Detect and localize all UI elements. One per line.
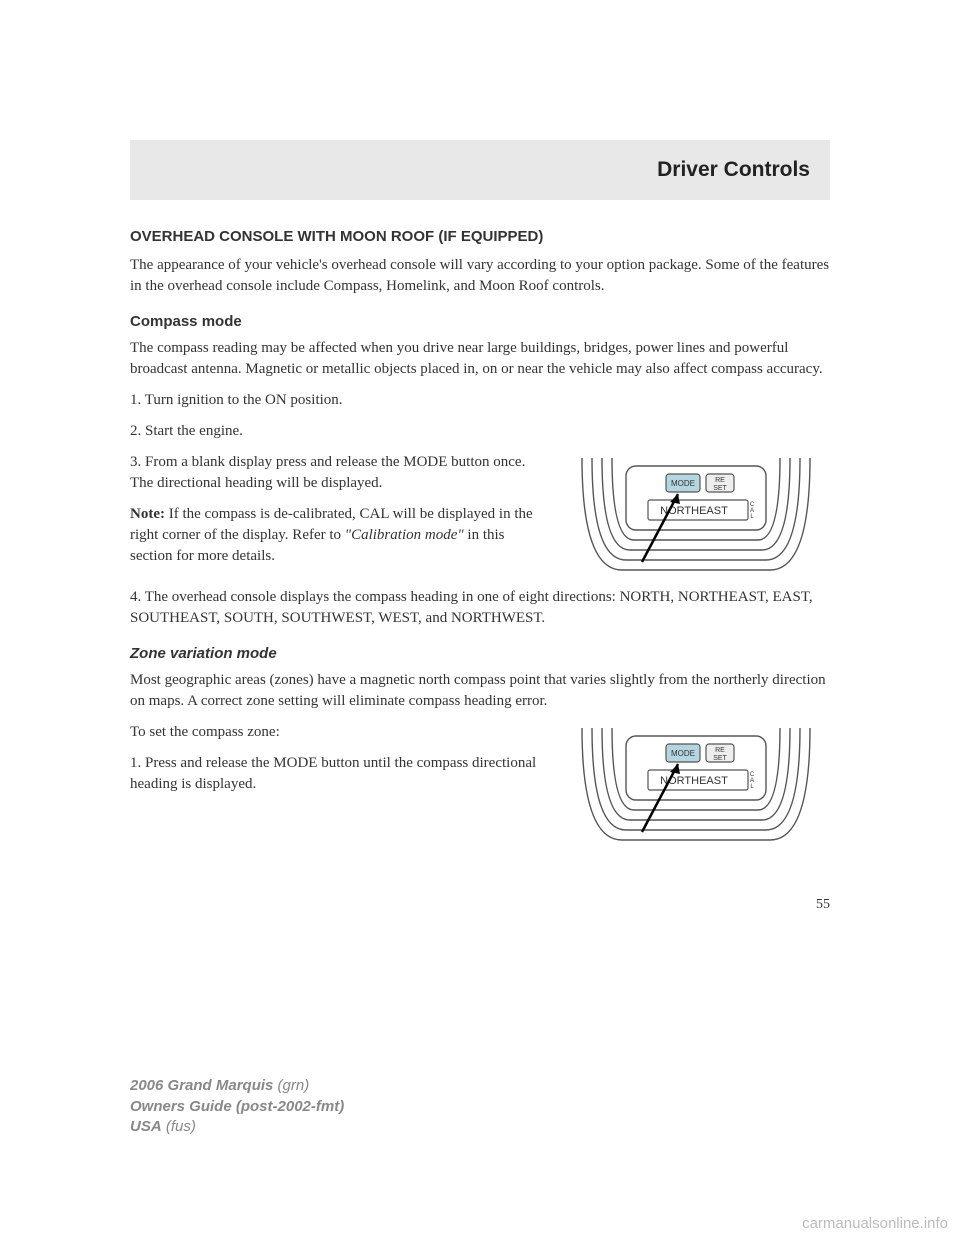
console-diagram-icon: MODE RE SET NORTHEAST C A L bbox=[562, 452, 830, 582]
footer: 2006 Grand Marquis (grn) Owners Guide (p… bbox=[130, 1076, 344, 1137]
footer-line2: Owners Guide (post-2002-fmt) bbox=[130, 1097, 344, 1117]
footer-model: 2006 Grand Marquis bbox=[130, 1077, 273, 1094]
compass-step1: 1. Turn ignition to the ON position. bbox=[130, 390, 830, 411]
svg-text:L: L bbox=[750, 784, 754, 790]
compass-step2: 2. Start the engine. bbox=[130, 421, 830, 442]
zone-step1: 1. Press and release the MODE button unt… bbox=[130, 753, 542, 795]
compass-step3: 3. From a blank display press and releas… bbox=[130, 452, 542, 494]
compass-p1: The compass reading may be affected when… bbox=[130, 338, 830, 380]
svg-text:MODE: MODE bbox=[671, 749, 695, 758]
section-intro: The appearance of your vehicle's overhea… bbox=[130, 255, 830, 297]
svg-text:L: L bbox=[750, 514, 754, 520]
header-bar: Driver Controls bbox=[130, 140, 830, 200]
fig-mode-label: MODE bbox=[671, 479, 695, 488]
page-content: Driver Controls OVERHEAD CONSOLE WITH MO… bbox=[0, 0, 960, 913]
footer-code3: (fus) bbox=[162, 1118, 196, 1135]
header-title: Driver Controls bbox=[657, 158, 810, 181]
note-ref: "Calibration mode" bbox=[345, 527, 464, 543]
zone-text: To set the compass zone: 1. Press and re… bbox=[130, 722, 542, 805]
section-title: OVERHEAD CONSOLE WITH MOON ROOF (IF EQUI… bbox=[130, 228, 830, 245]
compass-step3-row: 3. From a blank display press and releas… bbox=[130, 452, 830, 587]
footer-line1: 2006 Grand Marquis (grn) bbox=[130, 1076, 344, 1096]
compass-note: Note: If the compass is de-calibrated, C… bbox=[130, 504, 542, 567]
svg-text:RE: RE bbox=[715, 747, 725, 754]
compass-figure-1: MODE RE SET NORTHEAST C A L bbox=[562, 452, 830, 587]
footer-code1: (grn) bbox=[273, 1077, 309, 1094]
compass-step4: 4. The overhead console displays the com… bbox=[130, 587, 830, 629]
compass-figure-2: MODE RE SET NORTHEAST C A L bbox=[562, 722, 830, 857]
console-diagram-icon: MODE RE SET NORTHEAST C A L bbox=[562, 722, 830, 852]
footer-region: USA bbox=[130, 1118, 162, 1135]
fig-reset-top: RE bbox=[715, 477, 725, 484]
note-label: Note: bbox=[130, 506, 165, 522]
zone-p2: To set the compass zone: bbox=[130, 722, 542, 743]
fig-reset-bot: SET bbox=[713, 485, 727, 492]
zone-heading: Zone variation mode bbox=[130, 645, 830, 662]
compass-heading: Compass mode bbox=[130, 313, 830, 330]
svg-text:SET: SET bbox=[713, 755, 727, 762]
zone-row: To set the compass zone: 1. Press and re… bbox=[130, 722, 830, 857]
page-number: 55 bbox=[130, 897, 830, 913]
compass-step3-text: 3. From a blank display press and releas… bbox=[130, 452, 542, 577]
watermark: carmanualsonline.info bbox=[802, 1215, 948, 1232]
zone-p1: Most geographic areas (zones) have a mag… bbox=[130, 670, 830, 712]
footer-line3: USA (fus) bbox=[130, 1117, 344, 1137]
